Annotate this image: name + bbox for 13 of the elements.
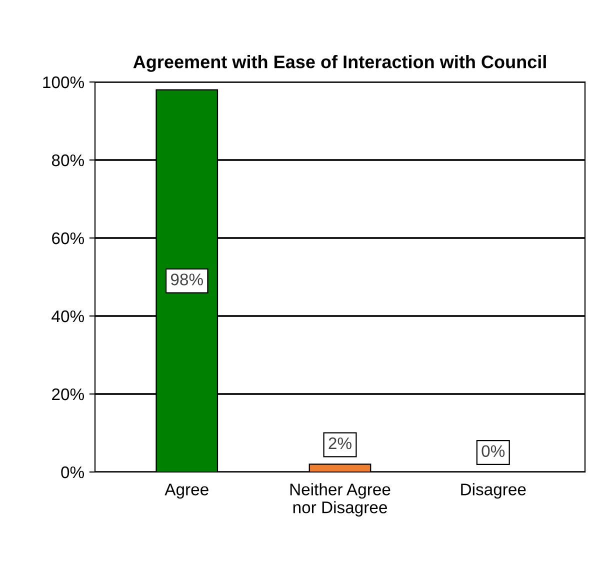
x-tick-label: Disagree: [461, 483, 526, 499]
data-label: 2%: [328, 437, 352, 450]
chart-title: Agreement with Ease of Interaction with Council: [133, 55, 546, 72]
y-tick-label: 40%: [52, 310, 84, 322]
y-tick-label: 20%: [52, 388, 84, 400]
data-label: 98%: [170, 274, 203, 286]
y-tick-label: 0%: [61, 466, 84, 478]
y-tick-label: 100%: [43, 76, 84, 88]
data-label: 0%: [482, 445, 505, 458]
y-tick-label: 80%: [52, 154, 84, 166]
y-tick-label: 60%: [52, 232, 84, 244]
x-tick-label: Agree: [164, 484, 208, 499]
x-tick-label: Neither Agree nor Disagree: [290, 483, 390, 517]
